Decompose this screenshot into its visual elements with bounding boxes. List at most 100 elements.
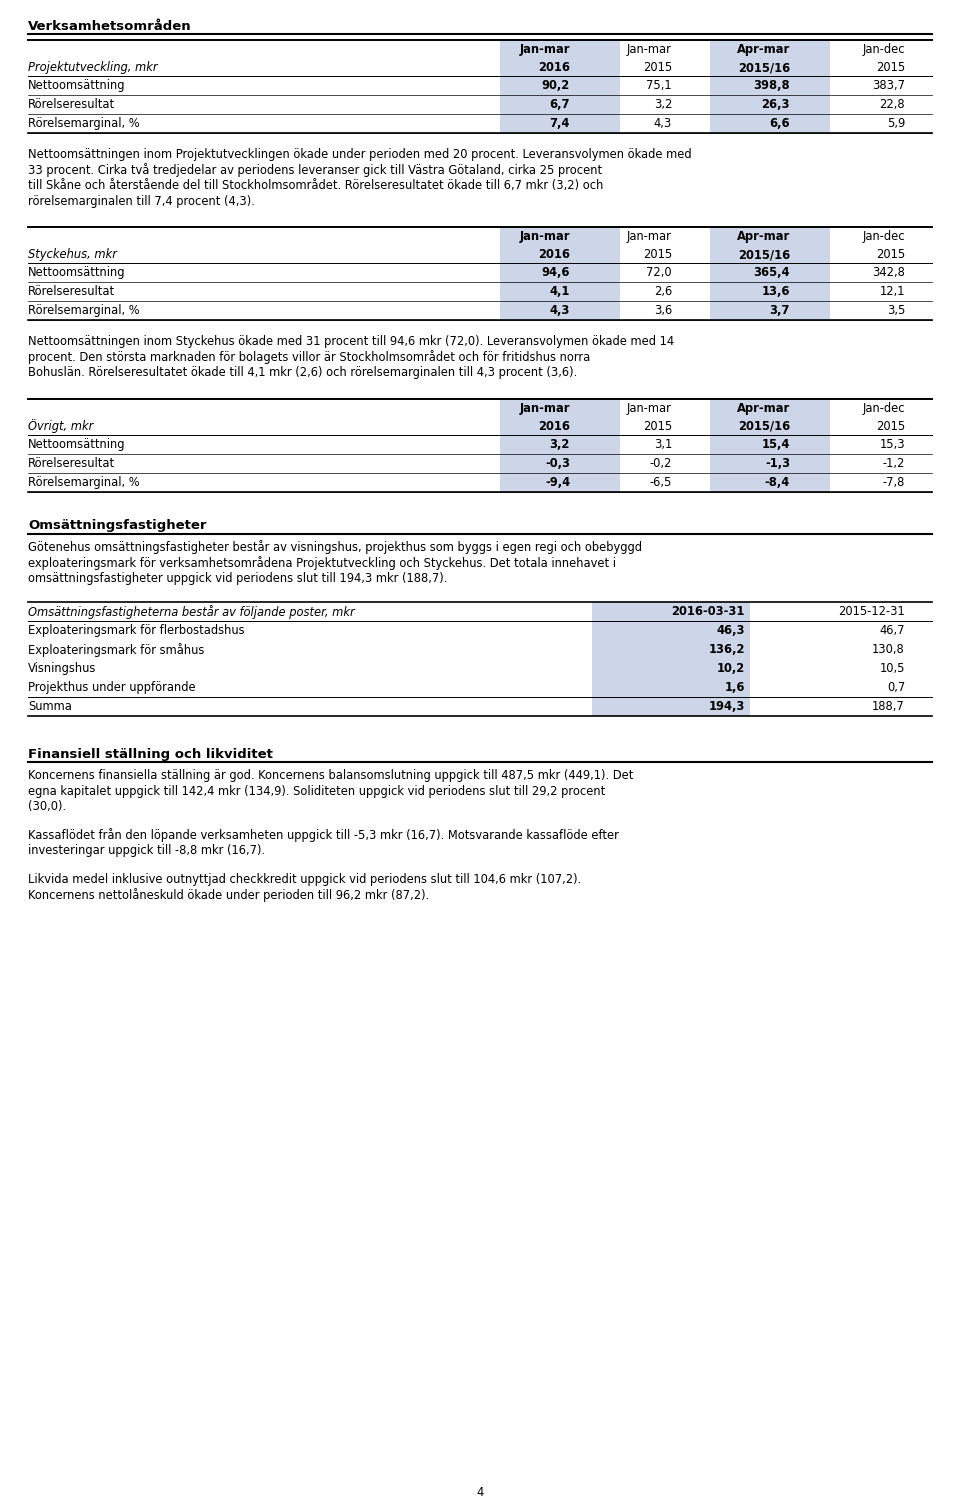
Text: 2,6: 2,6 xyxy=(654,286,672,298)
Bar xyxy=(592,601,750,716)
Text: Projekthus under uppförande: Projekthus under uppförande xyxy=(28,681,196,695)
Text: Exploateringsmark för småhus: Exploateringsmark för småhus xyxy=(28,642,204,657)
Text: Apr-mar: Apr-mar xyxy=(736,230,790,243)
Text: 3,6: 3,6 xyxy=(654,304,672,317)
Text: 4: 4 xyxy=(476,1487,484,1499)
Text: Omsättningsfastigheter: Omsättningsfastigheter xyxy=(28,520,206,532)
Text: 188,7: 188,7 xyxy=(873,701,905,713)
Text: -1,2: -1,2 xyxy=(882,456,905,470)
Text: investeringar uppgick till -8,8 mkr (16,7).: investeringar uppgick till -8,8 mkr (16,… xyxy=(28,845,265,857)
Text: rörelsemarginalen till 7,4 procent (4,3).: rörelsemarginalen till 7,4 procent (4,3)… xyxy=(28,195,254,207)
Text: 2015: 2015 xyxy=(876,62,905,74)
Text: procent. Den största marknaden för bolagets villor är Stockholmsområdet och för : procent. Den största marknaden för bolag… xyxy=(28,351,590,364)
Bar xyxy=(500,399,620,491)
Text: 2015: 2015 xyxy=(876,248,905,261)
Text: 4,3: 4,3 xyxy=(654,118,672,130)
Text: 0,7: 0,7 xyxy=(887,681,905,695)
Text: -7,8: -7,8 xyxy=(882,476,905,490)
Text: 3,5: 3,5 xyxy=(887,304,905,317)
Text: 2016: 2016 xyxy=(538,420,570,432)
Text: Exploateringsmark för flerbostadshus: Exploateringsmark för flerbostadshus xyxy=(28,624,245,638)
Text: Jan-dec: Jan-dec xyxy=(862,44,905,56)
Bar xyxy=(710,227,830,320)
Text: -8,4: -8,4 xyxy=(765,476,790,490)
Text: 365,4: 365,4 xyxy=(754,266,790,280)
Text: 2016: 2016 xyxy=(538,62,570,74)
Text: Bohuslän. Rörelseresultatet ökade till 4,1 mkr (2,6) och rörelsemarginalen till : Bohuslän. Rörelseresultatet ökade till 4… xyxy=(28,366,577,379)
Text: 46,7: 46,7 xyxy=(879,624,905,638)
Text: 3,7: 3,7 xyxy=(770,304,790,317)
Text: Apr-mar: Apr-mar xyxy=(736,402,790,416)
Text: Finansiell ställning och likviditet: Finansiell ställning och likviditet xyxy=(28,748,273,762)
Bar xyxy=(500,227,620,320)
Text: 2015: 2015 xyxy=(876,420,905,432)
Text: 2015: 2015 xyxy=(643,420,672,432)
Text: Nettoomsättning: Nettoomsättning xyxy=(28,438,126,450)
Text: 383,7: 383,7 xyxy=(872,80,905,92)
Text: Kassaflödet från den löpande verksamheten uppgick till -5,3 mkr (16,7). Motsvara: Kassaflödet från den löpande verksamhete… xyxy=(28,828,619,842)
Text: Nettoomsättning: Nettoomsättning xyxy=(28,80,126,92)
Text: 3,2: 3,2 xyxy=(550,438,570,450)
Text: 46,3: 46,3 xyxy=(716,624,745,638)
Text: 2015/16: 2015/16 xyxy=(737,62,790,74)
Text: 4,1: 4,1 xyxy=(550,286,570,298)
Text: Götenehus omsättningsfastigheter består av visningshus, projekthus som byggs i e: Götenehus omsättningsfastigheter består … xyxy=(28,541,642,555)
Text: 72,0: 72,0 xyxy=(646,266,672,280)
Text: Styckehus, mkr: Styckehus, mkr xyxy=(28,248,117,261)
Text: 2015/16: 2015/16 xyxy=(737,248,790,261)
Text: 10,5: 10,5 xyxy=(879,662,905,675)
Text: Koncernens nettolåneskuld ökade under perioden till 96,2 mkr (87,2).: Koncernens nettolåneskuld ökade under pe… xyxy=(28,888,429,902)
Text: 1,6: 1,6 xyxy=(725,681,745,695)
Text: Rörelseresultat: Rörelseresultat xyxy=(28,456,115,470)
Bar xyxy=(710,399,830,491)
Text: Övrigt, mkr: Övrigt, mkr xyxy=(28,420,93,434)
Text: 75,1: 75,1 xyxy=(646,80,672,92)
Text: Nettoomsättning: Nettoomsättning xyxy=(28,266,126,280)
Text: 6,6: 6,6 xyxy=(769,118,790,130)
Text: 2016-03-31: 2016-03-31 xyxy=(672,606,745,618)
Text: Nettoomsättningen inom Styckehus ökade med 31 procent till 94,6 mkr (72,0). Leve: Nettoomsättningen inom Styckehus ökade m… xyxy=(28,335,674,348)
Text: Jan-dec: Jan-dec xyxy=(862,230,905,243)
Text: Rörelsemarginal, %: Rörelsemarginal, % xyxy=(28,118,139,130)
Text: 7,4: 7,4 xyxy=(550,118,570,130)
Text: 33 procent. Cirka två tredjedelar av periodens leveranser gick till Västra Götal: 33 procent. Cirka två tredjedelar av per… xyxy=(28,163,602,177)
Text: till Skåne och återstående del till Stockholmsområdet. Rörelseresultatet ökade t: till Skåne och återstående del till Stoc… xyxy=(28,180,604,192)
Text: omsättningsfastigheter uppgick vid periodens slut till 194,3 mkr (188,7).: omsättningsfastigheter uppgick vid perio… xyxy=(28,571,447,585)
Text: Jan-mar: Jan-mar xyxy=(519,402,570,416)
Text: Visningshus: Visningshus xyxy=(28,662,96,675)
Text: 342,8: 342,8 xyxy=(872,266,905,280)
Text: 136,2: 136,2 xyxy=(708,644,745,656)
Text: egna kapitalet uppgick till 142,4 mkr (134,9). Soliditeten uppgick vid periodens: egna kapitalet uppgick till 142,4 mkr (1… xyxy=(28,784,605,798)
Text: Nettoomsättningen inom Projektutvecklingen ökade under perioden med 20 procent. : Nettoomsättningen inom Projektutveckling… xyxy=(28,148,691,162)
Text: 15,4: 15,4 xyxy=(761,438,790,450)
Text: 3,1: 3,1 xyxy=(654,438,672,450)
Text: 22,8: 22,8 xyxy=(879,98,905,112)
Text: -0,2: -0,2 xyxy=(650,456,672,470)
Text: 2015: 2015 xyxy=(643,248,672,261)
Text: Apr-mar: Apr-mar xyxy=(736,44,790,56)
Text: Omsättningsfastigheterna består av följande poster, mkr: Omsättningsfastigheterna består av följa… xyxy=(28,604,355,620)
Text: Rörelseresultat: Rörelseresultat xyxy=(28,286,115,298)
Text: 13,6: 13,6 xyxy=(761,286,790,298)
Text: -6,5: -6,5 xyxy=(650,476,672,490)
Text: Projektutveckling, mkr: Projektutveckling, mkr xyxy=(28,62,157,74)
Text: -0,3: -0,3 xyxy=(545,456,570,470)
Text: 12,1: 12,1 xyxy=(879,286,905,298)
Text: 6,7: 6,7 xyxy=(549,98,570,112)
Text: Jan-mar: Jan-mar xyxy=(627,230,672,243)
Text: 2015-12-31: 2015-12-31 xyxy=(838,606,905,618)
Text: Rörelsemarginal, %: Rörelsemarginal, % xyxy=(28,476,139,490)
Text: 15,3: 15,3 xyxy=(879,438,905,450)
Text: Rörelsemarginal, %: Rörelsemarginal, % xyxy=(28,304,139,317)
Text: 10,2: 10,2 xyxy=(717,662,745,675)
Text: 2015: 2015 xyxy=(643,62,672,74)
Text: Jan-mar: Jan-mar xyxy=(519,230,570,243)
Bar xyxy=(500,39,620,133)
Text: exploateringsmark för verksamhetsområdena Projektutveckling och Styckehus. Det t: exploateringsmark för verksamhetsområden… xyxy=(28,556,616,570)
Text: 4,3: 4,3 xyxy=(550,304,570,317)
Bar xyxy=(710,39,830,133)
Text: 398,8: 398,8 xyxy=(754,80,790,92)
Text: -1,3: -1,3 xyxy=(765,456,790,470)
Text: 94,6: 94,6 xyxy=(541,266,570,280)
Text: Likvida medel inklusive outnyttjad checkkredit uppgick vid periodens slut till 1: Likvida medel inklusive outnyttjad check… xyxy=(28,873,581,885)
